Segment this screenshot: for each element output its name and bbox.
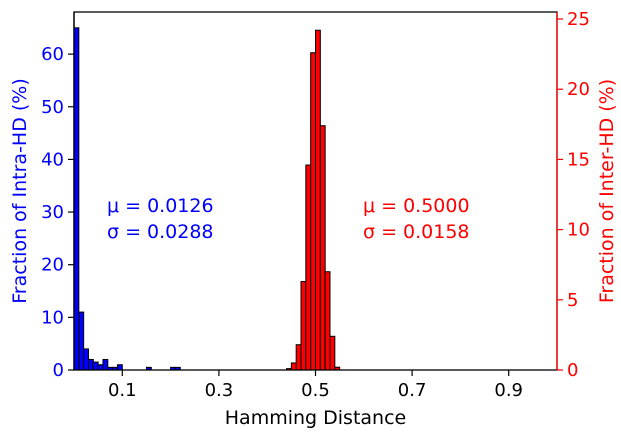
right-y-tick-label: 10 — [567, 220, 590, 241]
left-y-tick-label: 60 — [41, 44, 64, 65]
x-tick-label: 0.1 — [108, 380, 137, 401]
inter-hd-bars — [286, 29, 341, 371]
inter-hd-bar — [329, 335, 336, 371]
intra-hd-bar — [78, 311, 85, 371]
intra-hd-bar — [102, 358, 109, 371]
left-y-tick-label: 0 — [53, 360, 64, 381]
x-tick-label: 0.7 — [398, 380, 427, 401]
intra-hd-bar — [83, 348, 89, 371]
inter-hd-bar — [310, 52, 317, 371]
inter-mean-annotation: μ = 0.5000 — [363, 195, 470, 217]
inter-hd-bar — [324, 271, 331, 371]
inter-hd-bar — [295, 344, 302, 371]
intra-hd-bars — [73, 27, 181, 371]
right-y-tick-label: 0 — [567, 360, 578, 381]
x-axis-title: Hamming Distance — [225, 407, 406, 429]
inter-hd-bar — [319, 125, 326, 371]
inter-std-annotation: σ = 0.0158 — [363, 221, 470, 243]
x-axis-ticks: 0.1 0.3 0.5 0.7 0.9 — [108, 370, 523, 401]
left-y-axis-title: Fraction of Intra-HD (%) — [9, 78, 31, 303]
right-y-tick-label: 25 — [567, 9, 590, 30]
x-tick-label: 0.3 — [205, 380, 234, 401]
intra-mean-annotation: μ = 0.0126 — [107, 195, 214, 217]
x-tick-label: 0.9 — [494, 380, 523, 401]
right-y-tick-label: 15 — [567, 149, 590, 170]
right-y-axis-title: Fraction of Inter-HD (%) — [596, 79, 618, 303]
left-y-tick-label: 40 — [41, 149, 64, 170]
left-y-tick-label: 50 — [41, 97, 64, 118]
inter-hd-bar — [290, 362, 297, 371]
inter-hd-bar — [300, 281, 307, 371]
intra-std-annotation: σ = 0.0288 — [107, 221, 214, 243]
intra-hd-bar — [87, 358, 94, 371]
left-y-tick-label: 30 — [41, 202, 64, 223]
right-y-tick-label: 20 — [567, 79, 590, 100]
intra-hd-bar — [97, 364, 104, 371]
left-y-tick-label: 20 — [41, 255, 64, 276]
intra-hd-bar — [116, 364, 123, 371]
left-y-tick-label: 10 — [41, 307, 64, 328]
intra-hd-bar — [92, 361, 99, 371]
inter-hd-bar — [315, 29, 321, 371]
inter-hd-bar — [305, 164, 312, 371]
right-y-axis-ticks: 0 5 10 15 20 25 — [557, 9, 590, 381]
left-y-axis-ticks: 0 10 20 30 40 50 60 — [41, 44, 74, 381]
x-tick-label: 0.5 — [301, 380, 330, 401]
intra-hd-bar — [73, 27, 80, 371]
right-y-tick-label: 5 — [567, 290, 578, 311]
